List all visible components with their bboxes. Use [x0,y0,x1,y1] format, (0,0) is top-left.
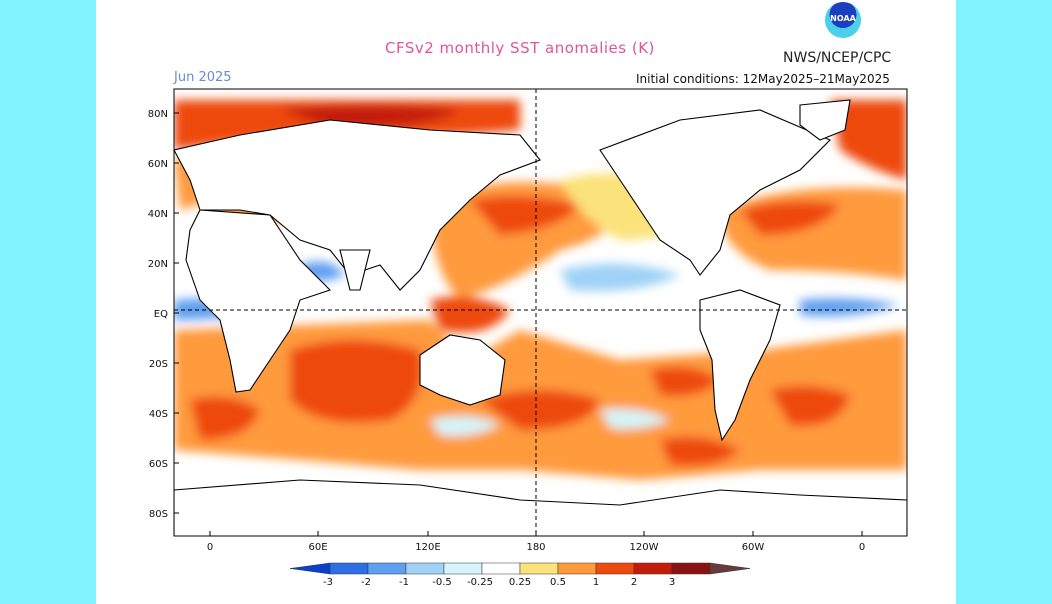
lat-tick-label: 80S [149,509,168,520]
colorbar-label: -0.5 [432,577,452,588]
coastlines [174,99,907,536]
colorbar-label: 1 [593,577,599,588]
lon-tick-label: 180 [526,542,545,553]
colorbar-label: 2 [631,577,637,588]
lat-tick-label: 40S [149,409,168,420]
colorbar-label: -1 [399,577,409,588]
colorbar-label: -2 [361,577,371,588]
colorbar-segment [443,562,483,575]
lat-tick-label: 60N [148,159,168,170]
lon-tick-label: 0 [207,542,213,553]
colorbar: -3 -2 -1 -0.5 -0.25 0.25 0.5 1 2 3 [289,562,751,588]
anomaly-field [174,89,907,536]
lon-tick-label: 60W [742,542,765,553]
lat-tick-label: 60S [149,459,168,470]
lon-tick-label: 60E [308,542,327,553]
colorbar-segment [633,562,673,575]
longitude-axis: 0 60E 120E 180 120W 60W 0 [207,531,865,553]
colorbar-segment [557,562,597,575]
forecast-period: Jun 2025 [174,70,232,85]
colorbar-label: -3 [323,577,333,588]
colorbar-label: -0.25 [467,577,493,588]
lon-tick-label: 120W [630,542,659,553]
lat-tick-label: 20N [148,259,168,270]
lat-tick-label: 40N [148,209,168,220]
colorbar-label: 0.25 [509,577,531,588]
organization-label: NWS/NCEP/CPC [783,50,892,66]
colorbar-segment [481,562,521,575]
lon-tick-label: 0 [859,542,865,553]
noaa-logo: NOAA [825,2,861,38]
lat-tick-label: 20S [149,359,168,370]
latitude-axis: 80N 60N 40N 20N EQ 20S 40S 60S 80S [148,109,179,520]
colorbar-min-arrow [289,562,331,575]
chart-title: CFSv2 monthly SST anomalies (K) [385,39,655,57]
colorbar-segment [367,562,407,575]
colorbar-segment [671,562,711,575]
colorbar-segment [595,562,635,575]
colorbar-label: 3 [669,577,675,588]
colorbar-label: 0.5 [550,577,566,588]
lat-tick-label: EQ [154,309,168,320]
colorbar-segment [405,562,445,575]
colorbar-segment [519,562,559,575]
colorbar-max-arrow [709,562,751,575]
initial-conditions: Initial conditions: 12May2025–21May2025 [636,72,890,86]
lat-tick-label: 80N [148,109,168,120]
lon-tick-label: 120E [415,542,440,553]
colorbar-segment [329,562,369,575]
